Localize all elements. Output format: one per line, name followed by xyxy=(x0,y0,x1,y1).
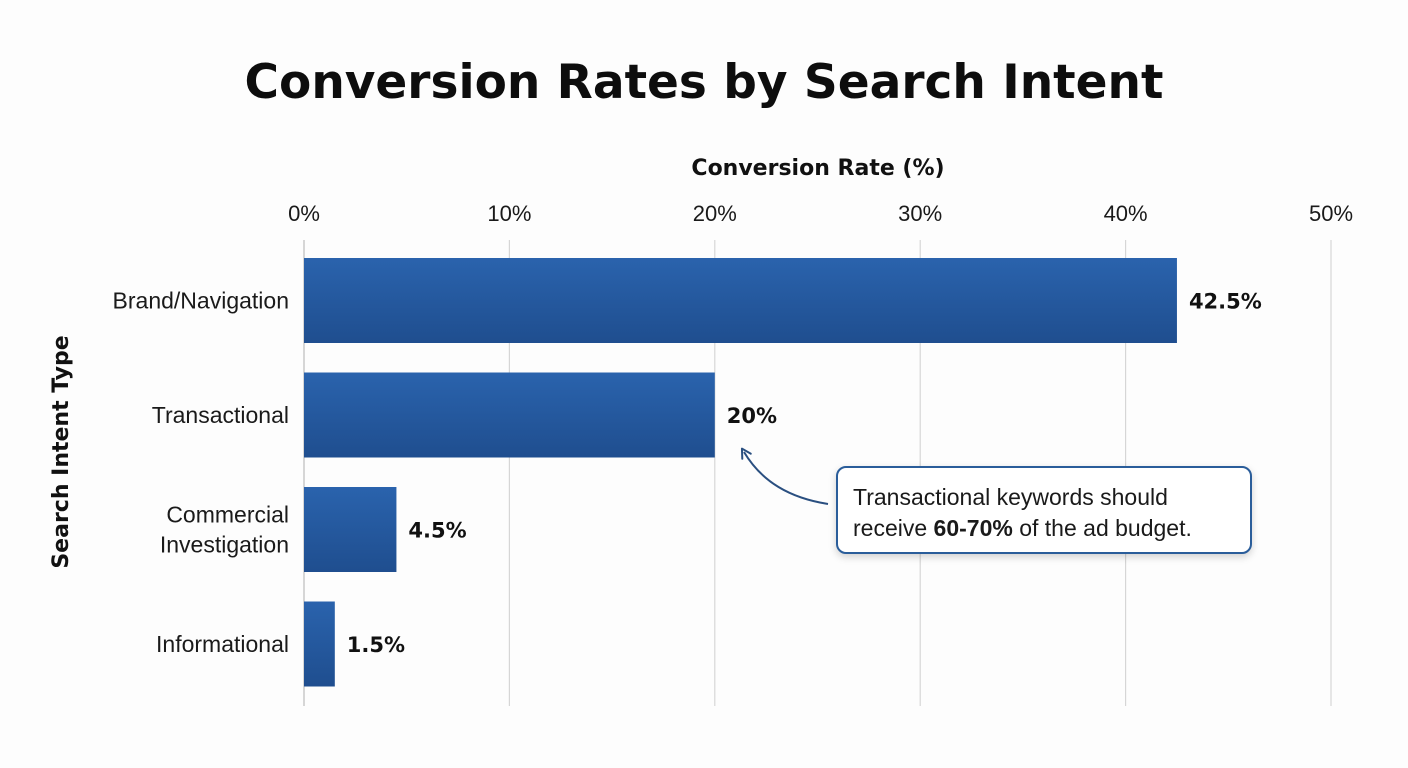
annotation-line-1: Transactional keywords should xyxy=(853,484,1168,510)
annotation-callout: Transactional keywords should receive 60… xyxy=(836,466,1252,554)
bar xyxy=(304,258,1177,343)
category-label: Transactional xyxy=(152,402,289,428)
category-label: Brand/Navigation xyxy=(113,288,289,314)
annotation-highlight: 60-70% xyxy=(933,515,1013,541)
annotation-text-after: of the ad budget. xyxy=(1012,515,1192,541)
x-tick-label: 20% xyxy=(693,201,737,226)
data-label: 20% xyxy=(727,404,777,428)
category-labels: Brand/Navigation Transactional Commercial I… xyxy=(113,288,289,658)
x-tick-labels: 0% 10% 20% 30% 40% 50% xyxy=(288,201,1353,226)
annotation-arrow xyxy=(740,447,829,505)
x-tick-label: 0% xyxy=(288,201,320,226)
y-axis-title: Search Intent Type xyxy=(49,335,74,568)
bars xyxy=(304,258,1177,687)
chart-title: Conversion Rates by Search Intent xyxy=(245,55,1164,110)
data-label: 4.5% xyxy=(408,519,466,543)
annotation-text-before: receive xyxy=(853,515,934,541)
x-tick-label: 30% xyxy=(898,201,942,226)
category-label: Informational xyxy=(156,631,289,657)
x-tick-label: 10% xyxy=(487,201,531,226)
annotation-line-2: receive 60-70% of the ad budget. xyxy=(853,513,1236,544)
x-axis-title: Conversion Rate (%) xyxy=(691,156,944,181)
data-label: 1.5% xyxy=(347,633,405,657)
x-tick-label: 40% xyxy=(1104,201,1148,226)
category-label: Commercial Investigation xyxy=(160,502,289,558)
bar xyxy=(304,487,397,572)
x-tick-label: 50% xyxy=(1309,201,1353,226)
bar xyxy=(304,601,335,687)
data-labels: 42.5% 20% 4.5% 1.5% xyxy=(347,290,1262,658)
data-label: 42.5% xyxy=(1189,290,1262,314)
bar xyxy=(304,372,715,458)
